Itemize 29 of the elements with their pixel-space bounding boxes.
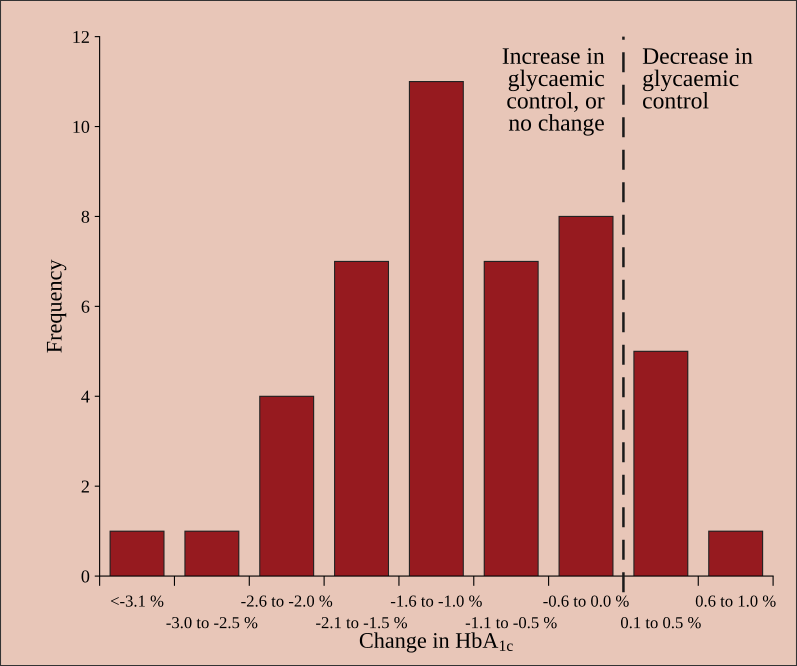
bar bbox=[408, 81, 464, 576]
x-axis-title: Change in HbA$_{1c}$ bbox=[360, 632, 513, 653]
annotation: Decrease in glycaemic control bbox=[642, 48, 753, 109]
bar bbox=[633, 350, 688, 576]
x-tick-label: -0.6 to 0.0 % bbox=[543, 595, 629, 607]
x-tick-label: -2.6 to -2.0 % bbox=[241, 595, 332, 607]
y-tick-label: 12 bbox=[73, 30, 89, 43]
y-tick-label: 6 bbox=[82, 300, 90, 313]
y-tick-label: 8 bbox=[82, 210, 90, 223]
bar bbox=[334, 260, 390, 576]
y-tick-label: 2 bbox=[82, 480, 89, 492]
x-tick-label: 0.1 to 0.5 % bbox=[620, 617, 701, 628]
bar bbox=[708, 530, 764, 576]
y-tick-label: 10 bbox=[73, 120, 90, 133]
annotation: Increase in glycaemic control, or no change bbox=[502, 48, 605, 136]
x-tick-label: <-3.1 % bbox=[110, 595, 164, 607]
bar bbox=[259, 396, 314, 576]
y-axis-title: Frequency bbox=[46, 260, 66, 353]
bar bbox=[184, 530, 240, 576]
x-tick-label: -2.1 to -1.5 % bbox=[316, 617, 408, 628]
x-tick-label: -3.0 to -2.5 % bbox=[166, 617, 258, 628]
y-tick-label: 0 bbox=[82, 570, 90, 583]
x-tick-label: 0.6 to 1.0 % bbox=[696, 595, 776, 607]
bar bbox=[558, 216, 614, 576]
bar bbox=[484, 260, 539, 576]
x-tick-label: -1.1 to -0.5 % bbox=[466, 617, 557, 628]
y-tick-label: 4 bbox=[81, 390, 90, 403]
bar bbox=[110, 530, 165, 576]
x-tick-label: -1.6 to -1.0 % bbox=[390, 595, 482, 607]
